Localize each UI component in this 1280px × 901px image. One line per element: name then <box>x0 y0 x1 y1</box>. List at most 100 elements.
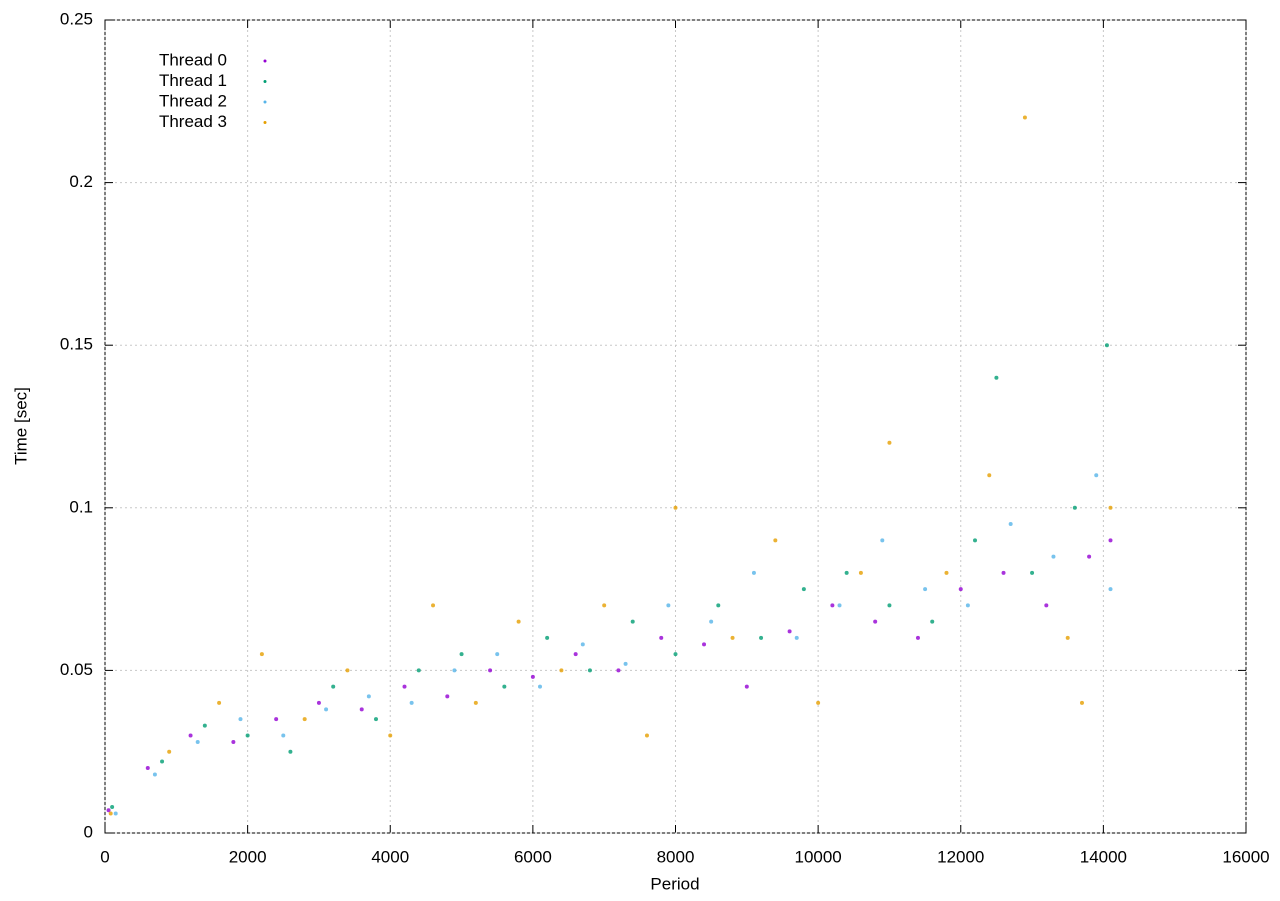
point <box>730 635 735 640</box>
point <box>816 700 821 705</box>
point <box>623 661 628 666</box>
point <box>559 668 564 673</box>
point <box>673 652 678 657</box>
point <box>373 717 378 722</box>
x-tick-label: 10000 <box>794 847 841 866</box>
legend-marker <box>263 59 267 63</box>
point <box>744 684 749 689</box>
point <box>844 570 849 575</box>
y-tick-label: 0.2 <box>69 172 93 191</box>
point <box>751 570 756 575</box>
point <box>488 668 493 673</box>
point <box>787 629 792 634</box>
point <box>659 635 664 640</box>
point <box>709 619 714 624</box>
point <box>1001 570 1006 575</box>
point <box>1087 554 1092 559</box>
point <box>644 733 649 738</box>
point <box>915 635 920 640</box>
point <box>416 668 421 673</box>
point <box>1008 522 1013 527</box>
x-tick-label: 14000 <box>1080 847 1127 866</box>
x-tick-label: 8000 <box>657 847 695 866</box>
point <box>545 635 550 640</box>
x-axis-label: Period <box>650 874 699 893</box>
point <box>106 808 111 813</box>
point <box>1044 603 1049 608</box>
point <box>1104 343 1109 348</box>
point <box>459 652 464 657</box>
point <box>880 538 885 543</box>
point <box>160 759 165 764</box>
point <box>830 603 835 608</box>
point <box>359 707 364 712</box>
point <box>673 505 678 510</box>
point <box>152 772 157 777</box>
point <box>167 749 172 754</box>
point <box>1065 635 1070 640</box>
x-tick-label: 4000 <box>371 847 409 866</box>
point <box>1108 538 1113 543</box>
point <box>113 811 118 816</box>
legend-label: Thread 1 <box>159 71 227 90</box>
y-tick-label: 0 <box>84 822 93 841</box>
point <box>987 473 992 478</box>
point <box>965 603 970 608</box>
point <box>366 694 371 699</box>
point <box>324 707 329 712</box>
point <box>388 733 393 738</box>
point <box>495 652 500 657</box>
point <box>1072 505 1077 510</box>
point <box>409 700 414 705</box>
point <box>994 375 999 380</box>
point <box>666 603 671 608</box>
point <box>973 538 978 543</box>
legend-marker <box>263 100 267 104</box>
point <box>431 603 436 608</box>
point <box>188 733 193 738</box>
point <box>316 700 321 705</box>
point <box>502 684 507 689</box>
legend-marker <box>263 80 267 83</box>
point <box>930 619 935 624</box>
point <box>1079 700 1084 705</box>
point <box>587 668 592 673</box>
point <box>1051 554 1056 559</box>
x-tick-label: 6000 <box>514 847 552 866</box>
point <box>452 668 457 673</box>
point <box>873 619 878 624</box>
point <box>759 635 764 640</box>
point <box>145 765 150 770</box>
point <box>1094 473 1099 478</box>
point <box>281 733 286 738</box>
point <box>887 440 892 445</box>
point <box>402 684 407 689</box>
point <box>108 811 113 816</box>
x-tick-label: 0 <box>100 847 109 866</box>
point <box>923 587 928 592</box>
point <box>302 717 307 722</box>
point <box>473 700 478 705</box>
point <box>858 570 863 575</box>
point <box>231 739 236 744</box>
point <box>794 635 799 640</box>
point <box>1108 587 1113 592</box>
point <box>245 733 250 738</box>
legend-label: Thread 0 <box>159 50 227 69</box>
point <box>702 642 707 647</box>
point <box>958 587 963 592</box>
point <box>217 700 222 705</box>
x-tick-label: 2000 <box>229 847 267 866</box>
point <box>530 674 535 679</box>
y-tick-label: 0.05 <box>60 660 93 679</box>
point <box>716 603 721 608</box>
point <box>944 570 949 575</box>
point <box>801 587 806 592</box>
y-axis-label: Time [sec] <box>11 387 30 465</box>
point <box>538 684 543 689</box>
point <box>445 694 450 699</box>
point <box>616 668 621 673</box>
legend-marker <box>263 121 267 124</box>
x-tick-label: 12000 <box>937 847 984 866</box>
